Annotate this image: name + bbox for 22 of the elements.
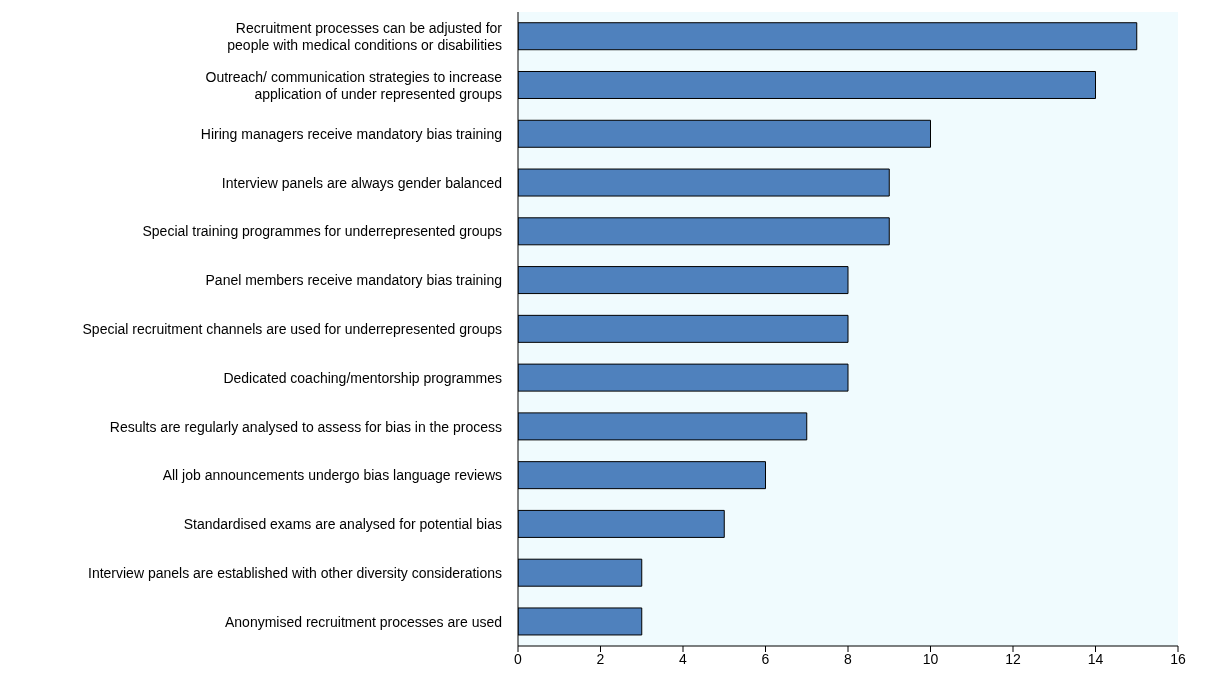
y-tick-label: Panel members receive mandatory bias training: [205, 272, 502, 289]
y-tick-label: Recruitment processes can be adjusted for people with medical conditions or disabilities: [227, 19, 503, 53]
y-tick-label: Hiring managers receive mandatory bias training: [200, 125, 502, 142]
x-tick-label: 4: [679, 650, 688, 667]
y-tick-label: Anonymised recruitment processes are used: [224, 613, 502, 630]
y-tick-label: Results are regularly analysed to assess for bias in the process: [109, 418, 502, 435]
x-tick-label: 14: [1087, 650, 1104, 667]
y-tick-label: Special training programmes for underrepresented groups: [142, 223, 502, 240]
x-tick-label: 2: [596, 650, 605, 667]
x-tick-label: 0: [514, 650, 523, 667]
y-tick-label: Dedicated coaching/mentorship programmes: [223, 369, 502, 386]
x-tick-label: 6: [761, 650, 770, 667]
y-tick-label: Special recruitment channels are used for underrepresented groups: [82, 321, 502, 337]
x-tick-label: 16: [1170, 650, 1186, 667]
y-tick-label: Standardised exams are analysed for potential bias: [183, 516, 502, 533]
x-tick-label: 10: [922, 650, 939, 667]
y-tick-label: All job announcements undergo bias language reviews: [162, 467, 502, 484]
x-tick-label: 8: [844, 650, 853, 667]
y-tick-label: Interview panels are always gender balanced: [221, 174, 502, 191]
x-tick-label: 12: [1005, 650, 1021, 667]
y-tick-label: Outreach/ communication strategies to increase application of under represented groups: [205, 68, 503, 102]
y-tick-label: Interview panels are established with other diversity considerations: [88, 564, 502, 581]
